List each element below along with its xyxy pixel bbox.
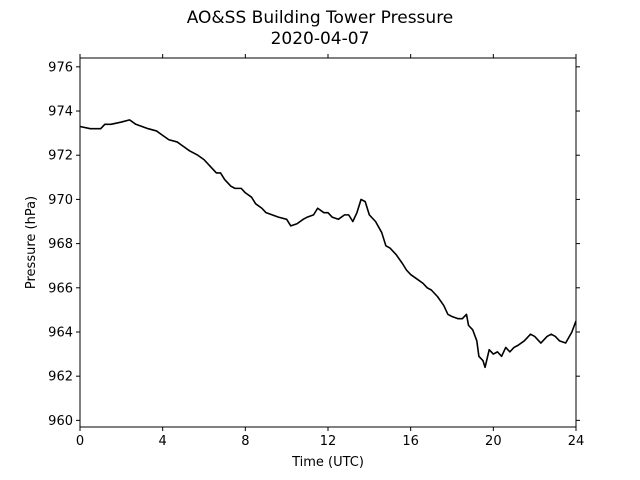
chart-subtitle: 2020-04-07 [270,29,370,49]
x-tick-label: 12 [320,434,337,449]
x-tick-label: 8 [241,434,249,449]
y-tick-label: 972 [48,149,73,164]
y-tick-label: 968 [48,237,73,252]
x-tick-label: 4 [159,434,167,449]
y-tick-label: 976 [48,60,73,75]
y-tick-label: 970 [48,193,73,208]
pressure-series-line [79,119,577,369]
plot-frame [79,57,577,428]
x-tick-label: 20 [485,434,502,449]
chart-title: AO&SS Building Tower Pressure [186,8,454,28]
y-tick-label: 966 [48,281,73,296]
y-tick-label: 960 [48,414,73,429]
y-tick-label: 964 [48,325,73,340]
x-tick-label: 16 [402,434,419,449]
x-tick-label: 0 [76,434,84,449]
y-tick-label: 962 [48,370,73,385]
x-axis-label: Time (UTC) [291,455,364,470]
y-axis-label: Pressure (hPa) [24,196,39,289]
y-tick-label: 974 [48,105,73,120]
x-tick-label: 24 [568,434,585,449]
